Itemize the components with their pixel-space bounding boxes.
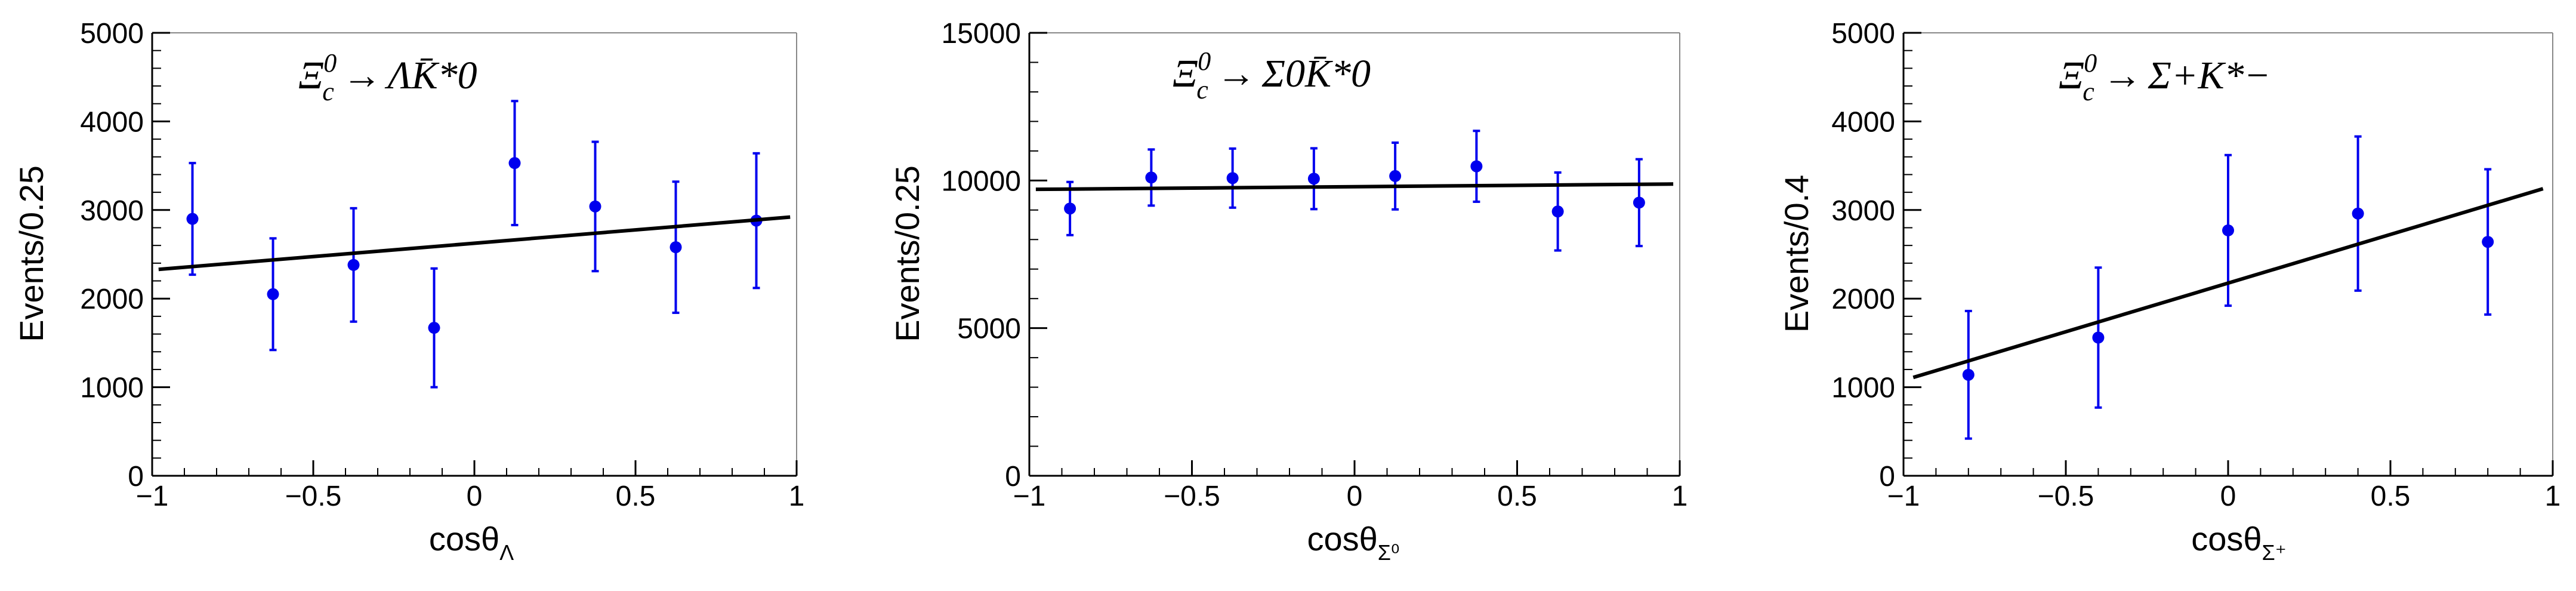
panel-sigmaplus-kstar: Ξ0 c → Σ+K*− Events/0.4 cosθΣ⁺ −1 −0.5 0 0.5 10… (1778, 18, 2560, 565)
y-tick-label: 0 (1879, 461, 1895, 492)
data-point (1470, 160, 1483, 173)
data-point (508, 157, 521, 170)
data-point (186, 213, 199, 225)
x-tick-label: 0 (1347, 481, 1363, 512)
data-point (267, 288, 279, 300)
data-point (670, 241, 682, 254)
x-axis-label: cosθΣ⁰ (1307, 520, 1400, 565)
x-tick-label: 1 (1672, 481, 1688, 512)
x-tick-label: −0.5 (2038, 481, 2094, 512)
y-tick-label: 4000 (1831, 106, 1895, 138)
decay-annotation: Ξ0 c → Σ+K*− (2059, 48, 2270, 106)
x-tick-label: 1 (789, 481, 805, 512)
y-tick-label: 5000 (957, 313, 1021, 345)
y-tick-label: 15000 (942, 18, 1021, 50)
data-point (1633, 196, 1645, 209)
x-tick-label: 1 (2545, 481, 2561, 512)
y-tick-label: 1000 (80, 373, 144, 404)
x-axis-label: cosθΣ⁺ (2191, 520, 2287, 565)
x-tick-label: 0.5 (1497, 481, 1537, 512)
data-point (1064, 202, 1076, 215)
data-point (1145, 171, 1158, 184)
data-point (1389, 170, 1402, 182)
x-tick-label: −1 (1887, 481, 1920, 512)
x-tick-label: 0 (467, 481, 483, 512)
panel-sigma0-kbar: Ξ0 c → Σ0K̄*0 Events/0.25 cosθΣ⁰ −1 −0.5 0 0.5… (889, 18, 1687, 565)
data-point (347, 258, 360, 271)
data-point (1226, 172, 1239, 184)
data-point (2222, 224, 2234, 236)
data-point (1307, 173, 1320, 185)
panel-lambda-kbar: Ξ0 c → ΛK̄*0 Events/0.25 cosθΛ −1 −0.5 0 0.5 10… (13, 18, 804, 565)
data-point (1551, 205, 1564, 218)
y-tick-label: 10000 (942, 165, 1021, 197)
decay-annotation: Ξ0 c → ΛK̄*0 (298, 48, 477, 106)
y-axis-label: Events/0.4 (1778, 175, 1815, 333)
x-tick-label: −1 (136, 481, 169, 512)
y-tick-label: 4000 (80, 106, 144, 138)
x-tick-label: −0.5 (1164, 481, 1220, 512)
data-point (2092, 331, 2105, 344)
data-point (428, 322, 440, 334)
data-point (2482, 236, 2494, 248)
x-tick-label: 0.5 (616, 481, 656, 512)
fit-line (1912, 187, 2544, 380)
y-tick-label: 1000 (1831, 373, 1895, 404)
x-tick-label: 0 (2220, 481, 2236, 512)
y-tick-label: 3000 (1831, 195, 1895, 227)
y-tick-label: 3000 (80, 195, 144, 227)
x-tick-label: 0.5 (2371, 481, 2411, 512)
x-axis-label: cosθΛ (429, 520, 514, 565)
data-point (2352, 207, 2364, 220)
data-point (1962, 368, 1975, 381)
fit-line (1035, 182, 1674, 192)
fit-line (158, 215, 791, 272)
x-tick-label: −0.5 (285, 481, 342, 512)
y-tick-label: 0 (128, 461, 144, 492)
x-tick-label: −1 (1013, 481, 1046, 512)
y-tick-label: 2000 (80, 284, 144, 315)
y-tick-label: 0 (1005, 461, 1021, 492)
y-tick-label: 5000 (1831, 18, 1895, 50)
data-point (589, 200, 601, 213)
y-tick-label: 2000 (1831, 284, 1895, 315)
y-axis-label: Events/0.25 (889, 165, 926, 342)
decay-annotation: Ξ0 c → Σ0K̄*0 (1173, 47, 1371, 104)
y-axis-label: Events/0.25 (13, 165, 50, 342)
y-tick-label: 5000 (80, 18, 144, 50)
